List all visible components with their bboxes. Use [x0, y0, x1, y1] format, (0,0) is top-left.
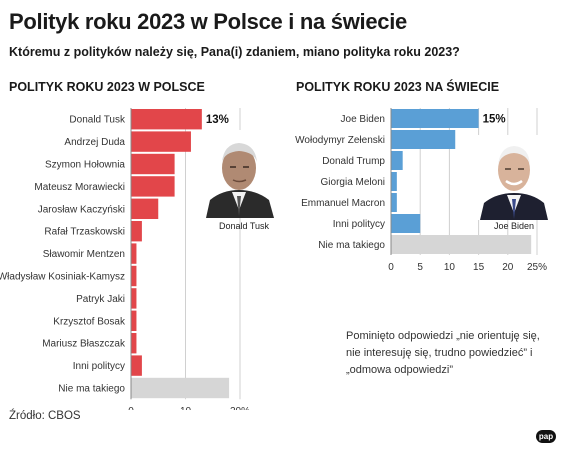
pap-logo: pap — [536, 430, 556, 443]
poland-bar — [131, 153, 175, 175]
poland-category-label: Jarosław Kaczyński — [38, 204, 125, 215]
world-tick-label: 15 — [473, 262, 485, 273]
poland-bar — [131, 288, 137, 309]
world-tick-label: 25% — [527, 262, 547, 273]
poland-tick-label: 10 — [180, 406, 192, 410]
page-subtitle: Któremu z polityków należy się, Pana(i) … — [9, 45, 460, 59]
donald-tusk-photo — [202, 130, 277, 218]
world-tick-label: 0 — [388, 262, 394, 273]
poland-tick-label: 20% — [230, 406, 250, 410]
poland-category-label: Mateusz Morawiecki — [34, 182, 125, 193]
poland-bar — [131, 176, 175, 197]
footnote: Pominięto odpowiedzi „nie orientuję się,… — [346, 330, 540, 376]
world-bar — [391, 214, 421, 233]
joe-biden-photo — [478, 135, 550, 220]
world-tick-label: 5 — [417, 262, 423, 273]
poland-category-label: Donald Tusk — [69, 115, 126, 126]
world-value-label: 15% — [483, 114, 506, 126]
world-bar — [391, 109, 479, 128]
world-category-label: Donald Trump — [322, 156, 385, 167]
poland-chart-title: POLITYK ROKU 2023 W POLSCE — [9, 80, 205, 94]
poland-category-label: Patryk Jaki — [76, 294, 125, 305]
world-category-label: Nie ma takiego — [318, 240, 385, 251]
poland-bar — [131, 377, 230, 399]
poland-bar — [131, 243, 137, 264]
world-bar — [391, 172, 397, 191]
poland-category-label: Władysław Kosiniak-Kamysz — [0, 272, 125, 283]
world-bar — [391, 130, 456, 149]
world-bar — [391, 193, 397, 212]
world-bar — [391, 151, 403, 170]
poland-category-label: Rafał Trzaskowski — [44, 227, 125, 238]
world-category-label: Wołodymyr Zełenski — [295, 135, 385, 146]
poland-category-label: Sławomir Mentzen — [43, 249, 125, 260]
poland-category-label: Nie ma takiego — [58, 384, 125, 395]
poland-bar — [131, 198, 159, 219]
poland-chart: Donald Tusk 13% Andrzej Duda Szymon Hołowni… — [0, 108, 250, 410]
page-title: Polityk roku 2023 w Polsce i na świecie — [9, 9, 407, 34]
world-category-label: Inni politycy — [333, 219, 385, 230]
world-category-label: Emmanuel Macron — [301, 198, 385, 209]
poland-bar — [131, 265, 137, 287]
joe-biden-caption: Joe Biden — [493, 221, 535, 231]
poland-bar — [131, 310, 137, 331]
poland-category-label: Szymon Hołownia — [45, 160, 125, 171]
world-tick-label: 20 — [502, 262, 514, 273]
poland-tick-label: 0 — [128, 406, 134, 410]
poland-bar — [131, 333, 137, 354]
poland-bar — [131, 355, 142, 376]
poland-category-label: Mariusz Błaszczak — [42, 339, 126, 350]
poland-bar — [131, 109, 202, 130]
world-tick-label: 10 — [444, 262, 456, 273]
poland-value-label: 13% — [206, 114, 229, 126]
poland-category-label: Inni politycy — [73, 361, 125, 372]
poland-bar — [131, 221, 142, 242]
source-label: Źródło: CBOS — [9, 410, 81, 422]
world-category-label: Giorgia Meloni — [321, 177, 385, 188]
poland-category-label: Krzysztof Bosak — [53, 316, 126, 327]
world-chart: Joe Biden 15% Wołodymyr Zełenski Donald Tru… — [295, 108, 547, 273]
donald-tusk-caption: Donald Tusk — [218, 221, 270, 231]
poland-category-label: Andrzej Duda — [64, 137, 125, 148]
poland-bar — [131, 131, 191, 152]
world-chart-title: POLITYK ROKU 2023 NA ŚWIECIE — [296, 80, 500, 94]
world-category-label: Joe Biden — [341, 114, 385, 125]
world-bar — [391, 235, 532, 254]
